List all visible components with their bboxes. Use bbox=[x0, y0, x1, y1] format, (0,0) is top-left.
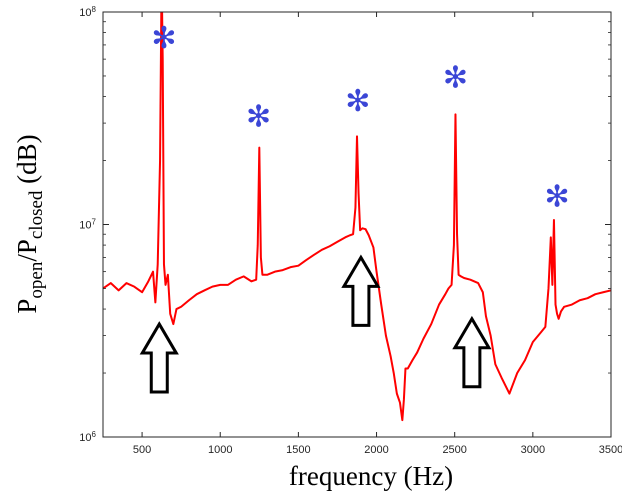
y-tick-base-0: 10 bbox=[79, 432, 91, 444]
y-tick-exponent-2: 8 bbox=[92, 5, 97, 14]
up-arrow-0 bbox=[139, 321, 179, 394]
asterisk-marker-1: ✻ bbox=[246, 100, 271, 135]
series-line-0 bbox=[103, 12, 611, 422]
plot-background bbox=[103, 12, 611, 437]
x-tick-label-6: 3500 bbox=[599, 444, 622, 456]
y-tick-exponent-1: 7 bbox=[92, 217, 97, 226]
up-arrow-2 bbox=[452, 315, 492, 389]
axis-labels: frequency (Hz) Popen/Pclosed (dB) bbox=[12, 134, 453, 491]
x-tick-label-5: 3000 bbox=[521, 444, 545, 456]
x-tick-label-3: 2000 bbox=[364, 444, 388, 456]
x-tick-label-4: 2500 bbox=[442, 444, 466, 456]
plot-area bbox=[103, 12, 611, 437]
up-arrow-1 bbox=[341, 254, 381, 327]
y-label-unit: (dB) bbox=[12, 134, 42, 190]
y-tick-exponent-0: 6 bbox=[92, 430, 97, 439]
y-tick-label-1: 107 bbox=[79, 217, 96, 232]
asterisk-marker-3: ✻ bbox=[443, 60, 468, 95]
y-tick-label-0: 106 bbox=[79, 430, 96, 445]
y-tick-label-2: 108 bbox=[79, 5, 96, 20]
y-tick-base-1: 10 bbox=[79, 220, 91, 232]
y-tick-base-2: 10 bbox=[79, 7, 91, 19]
asterisk-marker-2: ✻ bbox=[345, 84, 370, 119]
x-tick-label-0: 500 bbox=[133, 444, 151, 456]
x-axis-label: frequency (Hz) bbox=[289, 461, 453, 491]
x-tick-label-1: 1000 bbox=[208, 444, 232, 456]
y-axis-label: Popen/Pclosed (dB) bbox=[12, 134, 47, 313]
asterisk-marker-4: ✻ bbox=[545, 179, 570, 214]
series-layer bbox=[103, 12, 611, 422]
x-tick-label-2: 1500 bbox=[286, 444, 310, 456]
y-label-sub-open: open bbox=[26, 261, 47, 298]
y-label-sub-closed: closed bbox=[26, 190, 47, 239]
y-label-base: P bbox=[12, 299, 42, 314]
asterisk-marker-0: ✻ bbox=[151, 21, 176, 56]
annotation-layer: ✻ ✻ ✻ ✻ ✻ bbox=[139, 21, 570, 394]
y-label-slash: /P bbox=[12, 239, 42, 262]
